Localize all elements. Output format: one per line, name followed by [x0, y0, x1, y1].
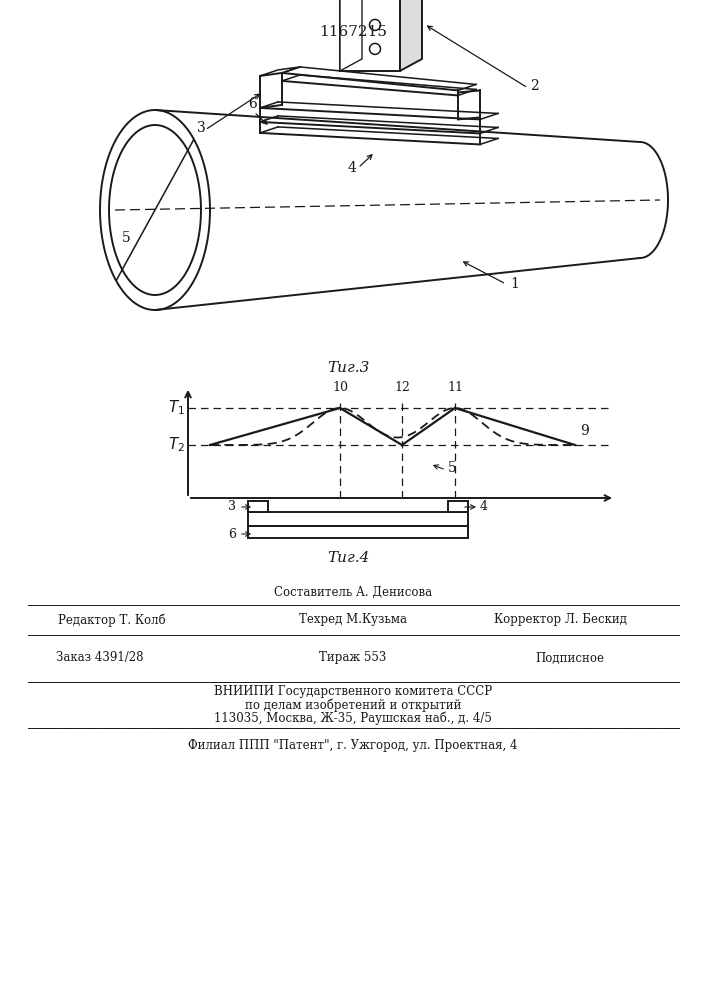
Text: Τиг.4: Τиг.4 [327, 551, 369, 565]
Polygon shape [340, 0, 362, 71]
Text: 6: 6 [228, 528, 236, 540]
Text: 4: 4 [348, 161, 357, 175]
FancyBboxPatch shape [248, 501, 268, 512]
Text: 3: 3 [197, 121, 206, 135]
Text: Корректор Л. Бескид: Корректор Л. Бескид [493, 613, 626, 626]
Text: 4: 4 [480, 500, 488, 514]
FancyBboxPatch shape [248, 512, 468, 526]
Text: Τиг.3: Τиг.3 [327, 361, 369, 375]
Text: $T_1$: $T_1$ [168, 399, 185, 417]
Text: по делам изобретений и открытий: по делам изобретений и открытий [245, 698, 461, 712]
Text: Подписное: Подписное [535, 652, 604, 664]
FancyBboxPatch shape [248, 526, 468, 538]
Text: 6: 6 [248, 97, 257, 111]
Text: 10: 10 [332, 381, 348, 394]
Text: 1167215: 1167215 [319, 25, 387, 39]
Text: 113035, Москва, Ж-35, Раушская наб., д. 4/5: 113035, Москва, Ж-35, Раушская наб., д. … [214, 711, 492, 725]
FancyBboxPatch shape [448, 501, 468, 512]
Polygon shape [400, 0, 422, 71]
Text: ВНИИПИ Государственного комитета СССР: ВНИИПИ Государственного комитета СССР [214, 686, 492, 698]
Text: Филиал ППП "Патент", г. Ужгород, ул. Проектная, 4: Филиал ППП "Патент", г. Ужгород, ул. Про… [188, 738, 518, 752]
Text: Заказ 4391/28: Заказ 4391/28 [57, 652, 144, 664]
Text: 12: 12 [394, 381, 410, 394]
Text: 1: 1 [510, 277, 519, 291]
Polygon shape [340, 0, 400, 71]
Text: 3: 3 [228, 500, 236, 514]
Text: 2: 2 [530, 79, 539, 93]
Text: Составитель А. Денисова: Составитель А. Денисова [274, 585, 432, 598]
Text: $T_2$: $T_2$ [168, 436, 185, 454]
Text: Техред М.Кузьма: Техред М.Кузьма [299, 613, 407, 626]
Text: Редактор Т. Колб: Редактор Т. Колб [58, 613, 166, 627]
Text: 11: 11 [447, 381, 463, 394]
Text: 5: 5 [448, 461, 457, 475]
Text: 9: 9 [580, 424, 589, 438]
Text: 5: 5 [122, 231, 131, 245]
Text: Тираж 553: Тираж 553 [320, 652, 387, 664]
